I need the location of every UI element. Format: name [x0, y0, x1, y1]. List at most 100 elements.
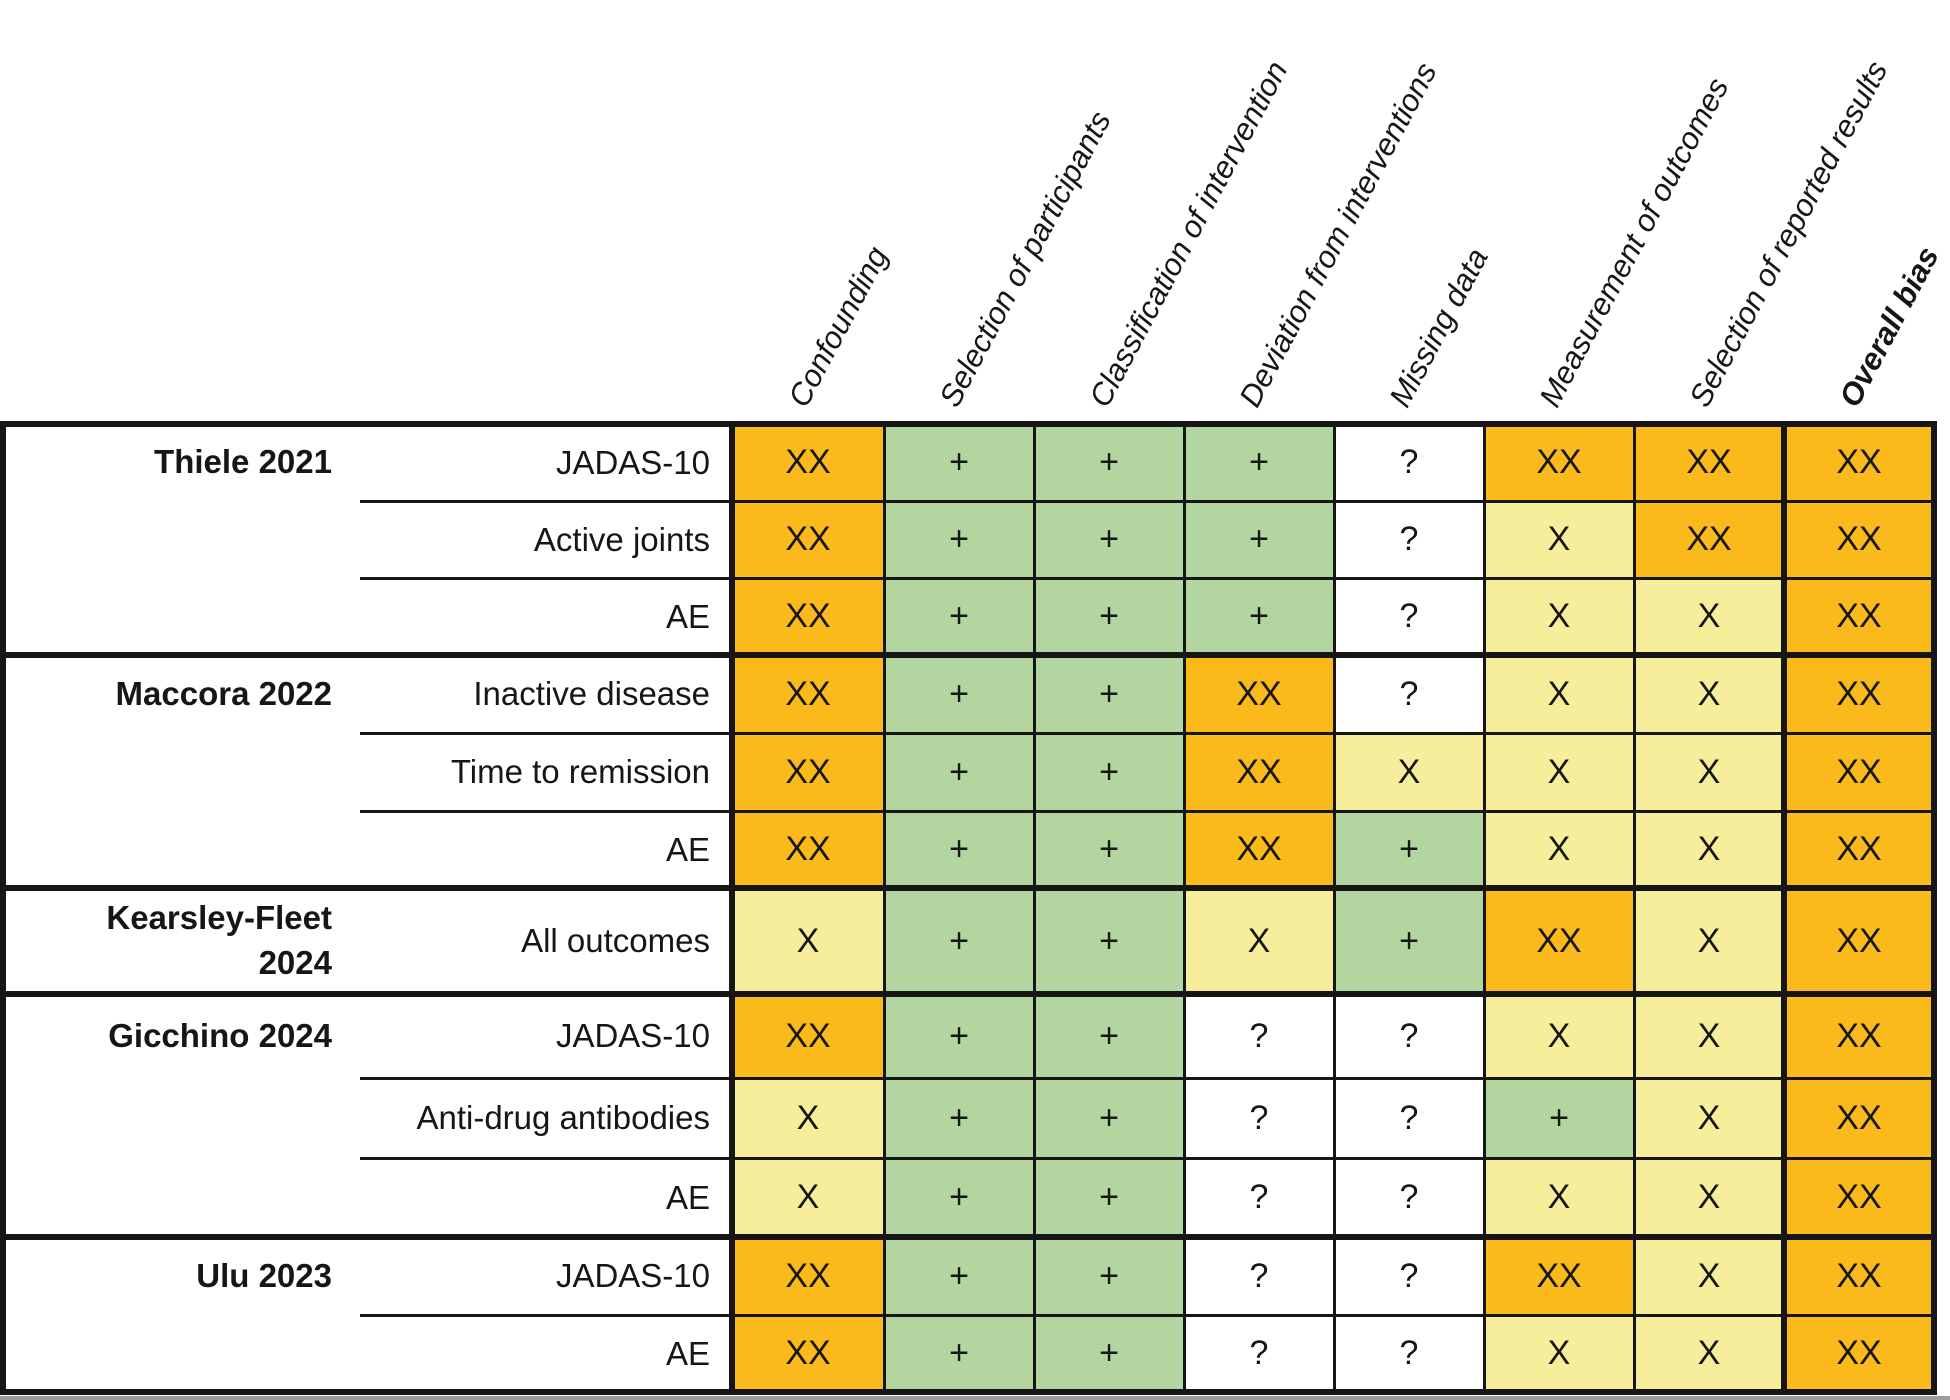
rating-cell: +	[1034, 1315, 1184, 1392]
rating-cell: XX	[732, 994, 884, 1078]
column-header: Missing data	[1382, 242, 1495, 413]
rating-cell: +	[1034, 655, 1184, 733]
rating-cell: XX	[732, 1315, 884, 1392]
rating-cell: X	[1634, 1237, 1784, 1315]
column-border-thick	[0, 421, 6, 1395]
rating-cell: X	[1484, 733, 1634, 811]
outcome-label: Active joints	[533, 520, 710, 558]
outcome-label: All outcomes	[521, 922, 710, 959]
rating-cell: +	[1034, 733, 1184, 811]
outcome-label: Anti-drug antibodies	[416, 1099, 710, 1136]
rating-cell: +	[884, 1078, 1034, 1158]
column-header: Confounding	[781, 240, 895, 413]
column-border-thick	[1781, 421, 1787, 1395]
column-border-thin	[1183, 421, 1186, 1395]
rating-cell: +	[884, 501, 1034, 578]
rating-cell: XX	[1784, 424, 1934, 501]
rating-cell: X	[1634, 1158, 1784, 1237]
rating-cell: XX	[732, 655, 884, 733]
rating-cell: +	[884, 994, 1034, 1078]
rating-cell: ?	[1184, 1315, 1334, 1392]
rating-cell: X	[1484, 1158, 1634, 1237]
rating-cell: +	[1034, 1237, 1184, 1315]
rating-cell: XX	[1184, 811, 1334, 888]
rating-cell: ?	[1334, 1158, 1484, 1237]
rating-cell: ?	[1334, 424, 1484, 501]
rating-cell: ?	[1334, 994, 1484, 1078]
rating-cell: XX	[1784, 733, 1934, 811]
column-border-thick	[729, 421, 735, 1395]
rating-cell: XX	[1484, 888, 1634, 994]
rating-cell: +	[1334, 888, 1484, 994]
rating-cell: X	[1484, 811, 1634, 888]
study-label: Thiele 2021	[0, 424, 360, 501]
study-label-line: Ulu 2023	[196, 1256, 332, 1294]
rating-cell: +	[1034, 1078, 1184, 1158]
rating-cell: ?	[1184, 994, 1334, 1078]
row-separator-line	[360, 577, 1937, 580]
rating-cell: X	[1634, 1078, 1784, 1158]
rating-cell: XX	[1484, 1237, 1634, 1315]
rating-cell: XX	[1784, 1158, 1934, 1237]
rating-cell: +	[884, 1237, 1034, 1315]
rating-cell: +	[884, 655, 1034, 733]
rating-cell: ?	[1334, 655, 1484, 733]
rating-cell: XX	[732, 578, 884, 655]
column-border-thick	[1931, 421, 1937, 1395]
group-separator-line	[0, 421, 1937, 427]
study-label-line: Gicchino 2024	[108, 1016, 332, 1054]
row-separator-line	[360, 732, 1937, 735]
rating-cell: X	[1484, 501, 1634, 578]
rating-cell: XX	[1784, 1237, 1934, 1315]
group-separator-line	[0, 1234, 1937, 1240]
rating-cell: X	[1634, 655, 1784, 733]
column-border-thin	[1333, 421, 1336, 1395]
outcome-label: JADAS-10	[555, 1257, 710, 1294]
study-label: Kearsley-Fleet 2024	[0, 888, 360, 994]
rating-cell: X	[1484, 655, 1634, 733]
column-border-thin	[1483, 421, 1486, 1395]
column-border-thin	[1633, 421, 1636, 1395]
rating-cell: X	[732, 888, 884, 994]
rating-cell: XX	[1784, 888, 1934, 994]
rating-cell: X	[1634, 733, 1784, 811]
rating-cell: XX	[1484, 424, 1634, 501]
outcome-label: Time to remission	[450, 753, 710, 790]
rating-cell: ?	[1184, 1078, 1334, 1158]
rating-cell: XX	[1184, 733, 1334, 811]
study-label-line: Kearsley-Fleet	[106, 899, 332, 937]
row-separator-line	[360, 1077, 1937, 1080]
rating-cell: ?	[1334, 578, 1484, 655]
group-separator-line	[0, 652, 1937, 658]
rating-cell: +	[884, 424, 1034, 501]
rating-cell: ?	[1184, 1158, 1334, 1237]
rating-cell: +	[1484, 1078, 1634, 1158]
rating-cell: X	[1334, 733, 1484, 811]
study-label: Ulu 2023	[0, 1237, 360, 1315]
rating-cell: +	[1034, 811, 1184, 888]
rating-cell: X	[1634, 578, 1784, 655]
group-separator-line	[0, 885, 1937, 891]
study-label: Gicchino 2024	[0, 994, 360, 1078]
rating-cell: X	[732, 1158, 884, 1237]
rating-cell: XX	[732, 733, 884, 811]
outcome-label: JADAS-10	[555, 1017, 710, 1054]
rating-cell: +	[1184, 424, 1334, 501]
rating-cell: XX	[1634, 501, 1784, 578]
rating-cell: XX	[1784, 1078, 1934, 1158]
study-label-line: 2024	[258, 944, 332, 981]
rating-cell: +	[1034, 1158, 1184, 1237]
outcome-label: AE	[665, 1178, 710, 1216]
group-separator-line	[0, 1389, 1937, 1395]
rating-cell: ?	[1334, 1237, 1484, 1315]
rating-cell: XX	[1784, 811, 1934, 888]
rating-cell: X	[1634, 1315, 1784, 1392]
row-separator-line	[360, 810, 1937, 813]
rating-cell: +	[884, 888, 1034, 994]
rating-cell: X	[1184, 888, 1334, 994]
column-border-thin	[1033, 421, 1036, 1395]
rating-cell: XX	[1784, 655, 1934, 733]
rating-cell: X	[732, 1078, 884, 1158]
rating-cell: XX	[1184, 655, 1334, 733]
rating-cell: +	[1034, 994, 1184, 1078]
